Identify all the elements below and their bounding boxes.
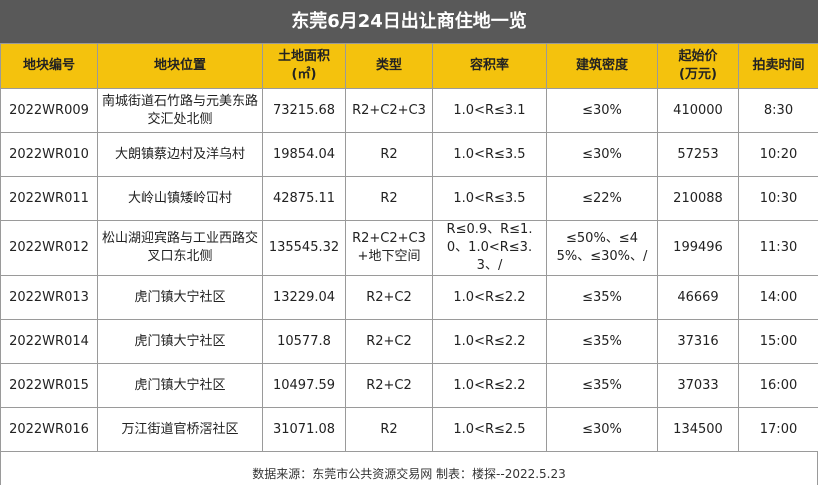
header-row: 地块编号 地块位置 土地面积 (㎡) 类型 容积率 建筑密度 起始价 (万元) 拍卖时间	[0, 43, 818, 89]
table-cell: 1.0<R≤2.2	[432, 319, 547, 364]
table-cell: 万江街道官桥滘社区	[97, 407, 263, 452]
header-cell: 拍卖时间	[738, 43, 818, 89]
table-cell: R2+C2+C3+地下空间	[345, 220, 433, 276]
table-cell: 134500	[657, 407, 739, 452]
table-cell: 1.0<R≤2.2	[432, 275, 547, 320]
table-body: 2022WR009 南城街道石竹路与元美东路交汇处北侧 73215.68 R2+C2+…	[0, 88, 818, 452]
table-cell: 15:00	[738, 319, 818, 364]
table-cell: 210088	[657, 176, 739, 221]
table-cell: 1.0<R≤2.5	[432, 407, 547, 452]
table-row: 2022WR010 大朗镇蔡边村及洋乌村 19854.04 R2 1.0<R≤3.5 ≤3…	[0, 132, 818, 177]
table-cell: 1.0<R≤3.1	[432, 88, 547, 133]
header-line: 起始价	[678, 49, 718, 64]
table-cell: 11:30	[738, 220, 818, 276]
table-cell: ≤30%	[546, 88, 658, 133]
table-row: 2022WR009 南城街道石竹路与元美东路交汇处北侧 73215.68 R2+C2+…	[0, 88, 818, 133]
table-cell: 16:00	[738, 363, 818, 408]
header-line: (万元)	[679, 67, 717, 82]
table-row: 2022WR014 虎门镇大宁社区 10577.8 R2+C2 1.0<R≤2.2 ≤35…	[0, 319, 818, 364]
table-cell: R2+C2	[345, 275, 433, 320]
header-line: 土地面积	[277, 49, 330, 64]
table-cell: ≤50%、≤45%、≤30%、/	[546, 220, 658, 276]
table-cell: ≤22%	[546, 176, 658, 221]
table-cell: ≤35%	[546, 275, 658, 320]
header-cell: 类型	[345, 43, 433, 89]
table-cell: R2+C2	[345, 319, 433, 364]
table-cell: R2+C2	[345, 363, 433, 408]
table-cell: 南城街道石竹路与元美东路交汇处北侧	[97, 88, 263, 133]
table-row: 2022WR016 万江街道官桥滘社区 31071.08 R2 1.0<R≤2.5 ≤30…	[0, 407, 818, 452]
table: 地块编号 地块位置 土地面积 (㎡) 类型 容积率 建筑密度 起始价 (万元) 拍卖时间 2022…	[0, 43, 818, 452]
table-cell: R2	[345, 176, 433, 221]
table-cell: 松山湖迎宾路与工业西路交叉口东北侧	[97, 220, 263, 276]
table-cell: 17:00	[738, 407, 818, 452]
header-cell: 土地面积 (㎡)	[262, 43, 346, 89]
table-cell: 14:00	[738, 275, 818, 320]
table-cell: 10:20	[738, 132, 818, 177]
table-cell: 19854.04	[262, 132, 346, 177]
table-cell: 虎门镇大宁社区	[97, 319, 263, 364]
table-cell: R≤0.9、R≤1.0、1.0<R≤3.3、/	[432, 220, 547, 276]
table-cell: 1.0<R≤3.5	[432, 176, 547, 221]
table-cell: 2022WR009	[0, 88, 98, 133]
table-cell: 13229.04	[262, 275, 346, 320]
table-cell: 2022WR010	[0, 132, 98, 177]
table-cell: ≤30%	[546, 407, 658, 452]
table-cell: 37316	[657, 319, 739, 364]
header-cell: 地块位置	[97, 43, 263, 89]
footer: 数据来源：东莞市公共资源交易网 制表：楼探--2022.5.23	[0, 452, 818, 485]
table-row: 2022WR013 虎门镇大宁社区 13229.04 R2+C2 1.0<R≤2.2 ≤3…	[0, 275, 818, 320]
table-row: 2022WR015 虎门镇大宁社区 10497.59 R2+C2 1.0<R≤2.2 ≤3…	[0, 363, 818, 408]
table-cell: 37033	[657, 363, 739, 408]
table-cell: 大岭山镇矮岭冚村	[97, 176, 263, 221]
table-cell: 2022WR012	[0, 220, 98, 276]
table-cell: 10497.59	[262, 363, 346, 408]
table-cell: 73215.68	[262, 88, 346, 133]
table-cell: 1.0<R≤2.2	[432, 363, 547, 408]
table-cell: R2	[345, 132, 433, 177]
table-cell: 31071.08	[262, 407, 346, 452]
header-cell: 容积率	[432, 43, 547, 89]
table-cell: R2	[345, 407, 433, 452]
table-cell: ≤35%	[546, 319, 658, 364]
table-cell: 57253	[657, 132, 739, 177]
table-cell: 2022WR015	[0, 363, 98, 408]
table-cell: 1.0<R≤3.5	[432, 132, 547, 177]
table-cell: 大朗镇蔡边村及洋乌村	[97, 132, 263, 177]
table-cell: 2022WR013	[0, 275, 98, 320]
table-row: 2022WR012 松山湖迎宾路与工业西路交叉口东北侧 135545.32 R2+C2…	[0, 220, 818, 276]
table-cell: 46669	[657, 275, 739, 320]
table-cell: 2022WR014	[0, 319, 98, 364]
table-cell: 199496	[657, 220, 739, 276]
table-cell: 410000	[657, 88, 739, 133]
table-cell: 虎门镇大宁社区	[97, 275, 263, 320]
table-cell: 2022WR016	[0, 407, 98, 452]
table-cell: 135545.32	[262, 220, 346, 276]
header-line: (㎡)	[291, 67, 317, 82]
table-cell: R2+C2+C3	[345, 88, 433, 133]
table-cell: 虎门镇大宁社区	[97, 363, 263, 408]
table-cell: 2022WR011	[0, 176, 98, 221]
table-row: 2022WR011 大岭山镇矮岭冚村 42875.11 R2 1.0<R≤3.5 ≤22%…	[0, 176, 818, 221]
header-cell: 地块编号	[0, 43, 98, 89]
header-cell: 建筑密度	[546, 43, 658, 89]
table-cell: ≤30%	[546, 132, 658, 177]
table-cell: 10577.8	[262, 319, 346, 364]
table-cell: 10:30	[738, 176, 818, 221]
table-cell: 8:30	[738, 88, 818, 133]
table-cell: 42875.11	[262, 176, 346, 221]
header-cell: 起始价 (万元)	[657, 43, 739, 89]
table-cell: ≤35%	[546, 363, 658, 408]
title: 东莞6月24日出让商住地一览	[0, 0, 818, 43]
